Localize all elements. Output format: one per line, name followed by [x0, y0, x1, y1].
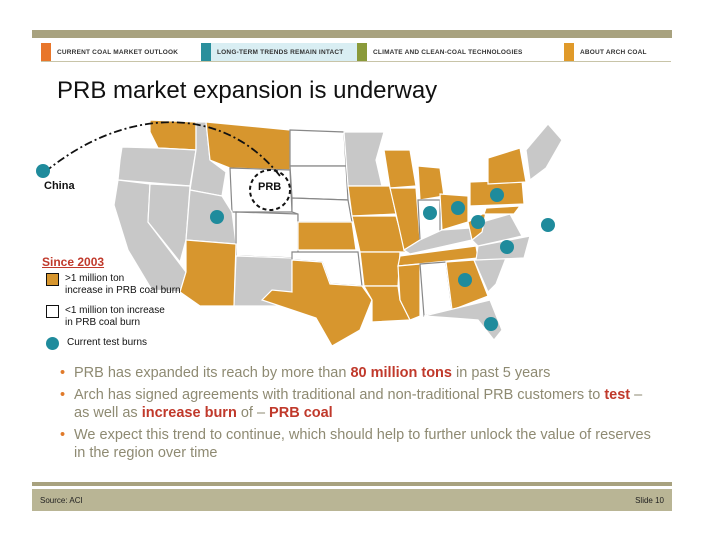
bullet-item: • PRB has expanded its reach by more tha… [60, 365, 551, 381]
legend-text: >1 million ton increase in PRB coal burn [65, 273, 181, 296]
bullet-icon: • [60, 387, 66, 403]
bullet-list: • PRB has expanded its reach by more tha… [60, 364, 660, 466]
prb-circle [249, 169, 291, 211]
nav-label: CLIMATE AND CLEAN-COAL TECHNOLOGIES [373, 48, 523, 56]
test-burn-dot [490, 188, 504, 202]
test-burn-dot [451, 201, 465, 215]
test-burn-dot [458, 273, 472, 287]
state-colorado [235, 211, 299, 259]
state-south-dakota [289, 165, 349, 201]
state-texas [260, 259, 373, 347]
test-burn-dot [36, 164, 50, 178]
china-route-line [44, 121, 281, 177]
section-nav: CURRENT COAL MARKET OUTLOOK LONG-TERM TR… [41, 43, 671, 61]
nav-swatch-gold [564, 43, 574, 61]
top-band [32, 30, 672, 38]
bullet-item: • We expect this trend to continue, whic… [60, 427, 651, 461]
bullet-item: • Arch has signed agreements with tradit… [60, 387, 643, 421]
state-new-york [487, 147, 527, 185]
state-oregon [117, 146, 197, 187]
nav-label: CURRENT COAL MARKET OUTLOOK [57, 48, 179, 56]
nav-item-current-outlook[interactable]: CURRENT COAL MARKET OUTLOOK [41, 43, 201, 61]
state-mississippi [397, 263, 421, 321]
nav-item-long-term-trends[interactable]: LONG-TERM TRENDS REMAIN INTACT [201, 43, 357, 61]
footer-source: Source: ACI [40, 495, 83, 505]
nav-divider [41, 61, 671, 62]
state-nebraska [291, 197, 353, 223]
state-north-dakota [289, 129, 347, 167]
test-burn-dot [541, 218, 555, 232]
state-maryland [483, 205, 522, 215]
test-burn-dot [500, 240, 514, 254]
state-arizona [179, 239, 237, 307]
state-arkansas [359, 251, 401, 287]
test-burn-dot [471, 215, 485, 229]
bullet-icon: • [60, 427, 66, 443]
legend-title: Since 2003 [42, 255, 105, 269]
state-new-england [525, 123, 563, 182]
legend-item-dots: Current test burns [46, 337, 147, 350]
legend-swatch-orange [46, 273, 59, 286]
state-iowa [347, 185, 397, 217]
state-washington [149, 119, 197, 151]
footer-band [32, 482, 672, 486]
footer-slide-number: Slide 10 [635, 495, 664, 505]
legend-text: <1 million ton increase in PRB coal burn [65, 305, 165, 328]
state-nevada [147, 183, 191, 264]
china-label: China [44, 180, 75, 192]
legend-text: Current test burns [67, 337, 148, 348]
legend-item-big: >1 million ton increase in PRB coal burn [46, 273, 181, 297]
us-map [36, 119, 563, 347]
legend-item-small: <1 million ton increase in PRB coal burn [46, 305, 165, 329]
state-florida [423, 299, 503, 341]
footer: Source: ACI Slide 10 [32, 489, 672, 511]
slide-title: PRB market expansion is underway [57, 77, 438, 104]
test-burn-dot [423, 206, 437, 220]
nav-label: LONG-TERM TRENDS REMAIN INTACT [217, 48, 344, 56]
nav-swatch-teal [201, 43, 211, 61]
test-burn-dot [210, 210, 224, 224]
legend-swatch-white [46, 305, 59, 318]
prb-label: PRB [258, 181, 282, 193]
state-wisconsin [383, 149, 417, 189]
nav-item-about-arch[interactable]: ABOUT ARCH COAL [564, 43, 671, 61]
test-burn-dot [484, 317, 498, 331]
legend-dot-icon [46, 337, 59, 350]
nav-item-climate-clean-coal[interactable]: CLIMATE AND CLEAN-COAL TECHNOLOGIES [357, 43, 564, 61]
nav-swatch-olive [357, 43, 367, 61]
state-kansas [297, 221, 357, 251]
state-minnesota [343, 131, 385, 187]
bullet-icon: • [60, 365, 66, 381]
nav-swatch-orange [41, 43, 51, 61]
nav-label: ABOUT ARCH COAL [580, 48, 647, 56]
